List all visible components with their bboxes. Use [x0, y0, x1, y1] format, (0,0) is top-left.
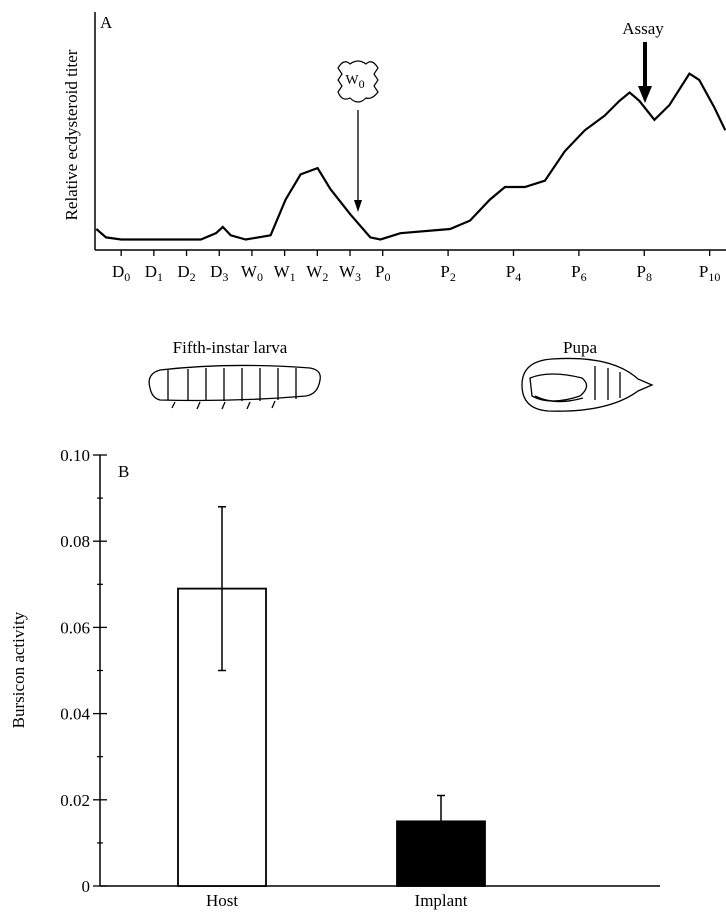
y-tick-label: 0.08	[60, 532, 90, 551]
x-tick-label: W2	[306, 262, 328, 284]
larva-drawing	[149, 365, 320, 409]
y-tick-label: 0.04	[60, 705, 90, 724]
panel-label: A	[100, 13, 113, 32]
page: A Relative ecdysteroid titer Assay W0 Fi…	[0, 0, 726, 912]
y-tick-label: 0.06	[60, 618, 90, 637]
y-axis-title: Relative ecdysteroid titer	[62, 49, 81, 220]
x-tick-label: P4	[506, 262, 521, 284]
x-tick-label: Implant	[415, 891, 468, 910]
x-tick-label: D1	[145, 262, 163, 284]
y-tick-label: 0.02	[60, 791, 90, 810]
y-tick-label: 0.10	[60, 446, 90, 465]
stage-label: Fifth-instar larva	[173, 338, 288, 357]
x-tick-label: W1	[274, 262, 296, 284]
x-tick-label: P8	[637, 262, 652, 284]
x-tick-label: D2	[177, 262, 195, 284]
figure: A Relative ecdysteroid titer Assay W0 Fi…	[0, 0, 726, 912]
x-tick-label: W3	[339, 262, 361, 284]
y-axis-title: Bursicon activity	[9, 611, 28, 728]
x-tick-label: P10	[699, 262, 720, 284]
x-tick-label: P6	[571, 262, 586, 284]
stage-label: Pupa	[563, 338, 597, 357]
x-tick-label: D0	[112, 262, 130, 284]
x-tick-label: P0	[375, 262, 390, 284]
curve	[96, 74, 725, 240]
panel-label: B	[118, 462, 129, 481]
w0-arrowhead	[354, 200, 362, 212]
x-tick-label: Host	[206, 891, 238, 910]
x-tick-label: W0	[241, 262, 263, 284]
x-tick-label: D3	[210, 262, 228, 284]
pupa-drawing	[522, 358, 652, 411]
annotation: Assay	[622, 19, 664, 38]
x-tick-label: P2	[440, 262, 455, 284]
y-tick-label: 0	[82, 877, 91, 896]
